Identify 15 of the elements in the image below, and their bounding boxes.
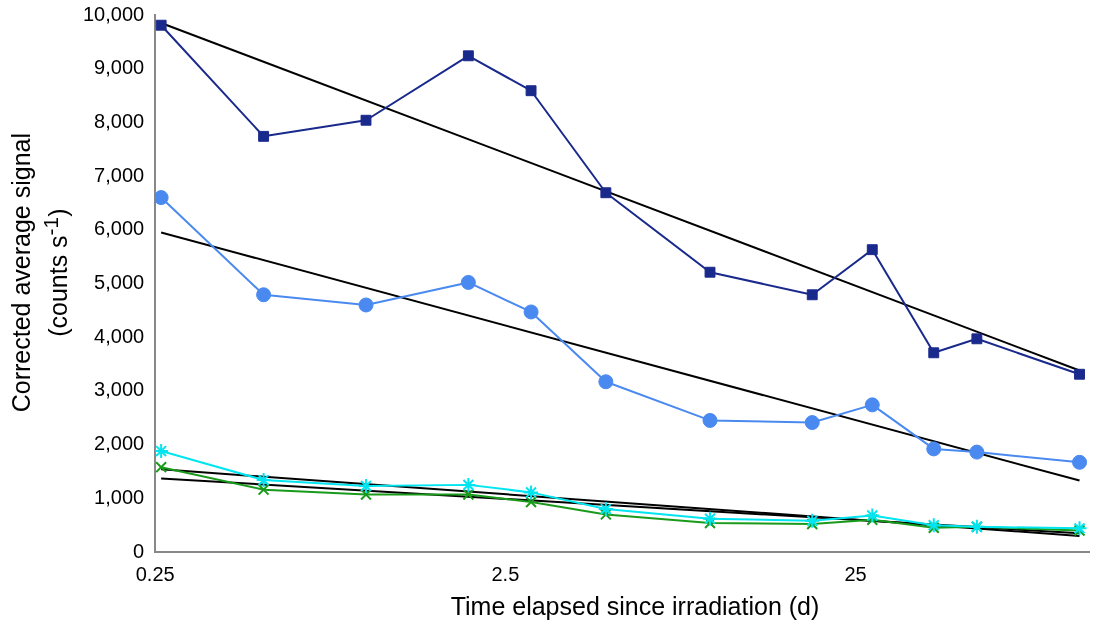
y-tick-label: 10,000	[83, 2, 145, 25]
y-tick-label: 3,000	[94, 378, 145, 401]
y-tick-label: 6,000	[94, 217, 145, 240]
y-tick-label: 4,000	[94, 324, 145, 347]
x-axis-title: Time elapsed since irradiation (d)	[449, 592, 821, 621]
y-tick-label: 0	[133, 539, 145, 562]
x-tick-label: 0.25	[135, 562, 175, 585]
y-tick-label: 5,000	[94, 271, 145, 294]
y-tick-label: 2,000	[94, 432, 145, 455]
x-tick-label: 25	[844, 562, 867, 585]
y-tick-label: 9,000	[94, 56, 145, 79]
y-tick-label: 8,000	[94, 109, 145, 132]
x-tick-label: 2.5	[491, 562, 520, 585]
y-tick-label: 1,000	[94, 485, 145, 508]
y-tick-label: 7,000	[94, 163, 145, 186]
